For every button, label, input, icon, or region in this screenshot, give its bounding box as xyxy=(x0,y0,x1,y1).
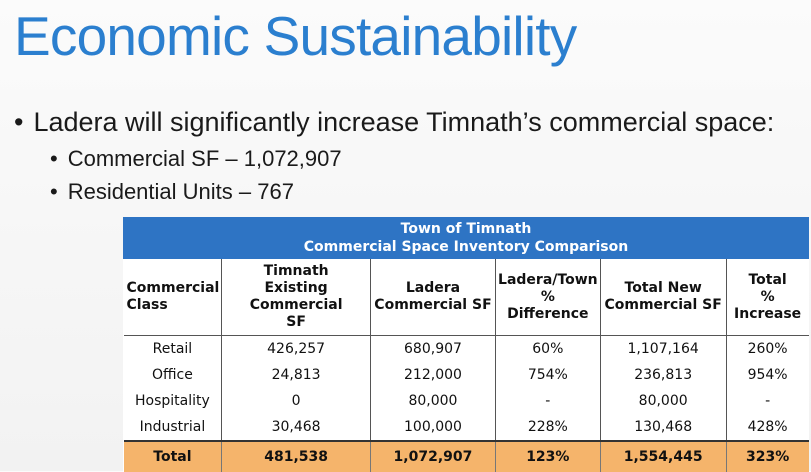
header-line: SF xyxy=(286,314,306,330)
table-cell: 428% xyxy=(726,414,809,441)
table-header-row: Commercial Class Timnath Existing Commer… xyxy=(123,258,809,336)
table-cell: 260% xyxy=(726,335,809,362)
table-cell: 80,000 xyxy=(600,388,727,414)
header-line: Ladera xyxy=(405,280,461,296)
table-cell: 212,000 xyxy=(370,362,497,388)
table-title-row: Town of Timnath Commercial Space Invento… xyxy=(123,217,809,259)
total-cell: 481,538 xyxy=(221,440,371,472)
sub-bullet: • Commercial SF – 1,072,907 xyxy=(50,146,342,172)
table-cell: 680,907 xyxy=(370,335,497,362)
table-cell: - xyxy=(726,388,809,414)
total-cell: 1,554,445 xyxy=(600,440,727,472)
table-cell: Industrial xyxy=(123,414,223,441)
sub-bullet-text: Residential Units – 767 xyxy=(67,179,294,204)
total-cell: 1,072,907 xyxy=(370,440,497,472)
table-title: Town of Timnath Commercial Space Invento… xyxy=(123,217,809,259)
table-row: Industrial 30,468 100,000 228% 130,468 4… xyxy=(123,414,809,441)
total-cell: 123% xyxy=(495,440,601,472)
table-cell: Hospitality xyxy=(123,388,223,414)
bullet-dot: • xyxy=(14,107,24,137)
table-row: Hospitality 0 80,000 - 80,000 - xyxy=(123,388,809,414)
slide-title: Economic Sustainability xyxy=(14,5,577,67)
main-bullet-text: Ladera will significantly increase Timna… xyxy=(33,107,775,137)
header-line: Timnath xyxy=(263,263,329,279)
table-cell: 236,813 xyxy=(600,362,727,388)
table-cell: 228% xyxy=(495,414,601,441)
sub-bullet: • Residential Units – 767 xyxy=(50,179,294,205)
total-row: Total 481,538 1,072,907 123% 1,554,445 3… xyxy=(123,440,809,472)
table-title-line: Town of Timnath xyxy=(400,221,532,237)
bullet-dot: • xyxy=(50,146,58,171)
header-line: % Difference xyxy=(507,288,589,322)
table-cell: 100,000 xyxy=(370,414,497,441)
header-line: Ladera/Town xyxy=(498,271,598,288)
total-cell: Total xyxy=(123,440,223,472)
column-header: Ladera/Town % Difference xyxy=(495,258,601,336)
bullet-dot: • xyxy=(50,179,58,204)
table-subtitle-line: Commercial Space Inventory Comparison xyxy=(303,239,629,255)
table-cell: 24,813 xyxy=(221,362,371,388)
table-cell: Office xyxy=(123,362,223,388)
table-cell: - xyxy=(495,388,601,414)
column-header: Total % Increase xyxy=(726,258,809,336)
column-header: Commercial Class xyxy=(123,258,223,336)
header-line: Commercial xyxy=(126,280,220,296)
column-header: Timnath Existing Commercial SF xyxy=(221,258,371,336)
table-cell: 954% xyxy=(726,362,809,388)
table-cell: Retail xyxy=(123,335,223,362)
header-line: Total New xyxy=(624,280,702,296)
inventory-table-container: Town of Timnath Commercial Space Invento… xyxy=(123,217,809,472)
header-line: Commercial SF xyxy=(604,297,722,313)
table-cell: 60% xyxy=(495,335,601,362)
table-cell: 80,000 xyxy=(370,388,497,414)
table-row: Office 24,813 212,000 754% 236,813 954% xyxy=(123,362,809,388)
inventory-table: Town of Timnath Commercial Space Invento… xyxy=(123,217,809,472)
table-cell: 754% xyxy=(495,362,601,388)
column-header: Ladera Commercial SF xyxy=(370,258,497,336)
header-line: Increase xyxy=(734,305,802,322)
main-bullet: • Ladera will significantly increase Timn… xyxy=(14,107,774,138)
table-row: Retail 426,257 680,907 60% 1,107,164 260… xyxy=(123,335,809,362)
table-cell: 30,468 xyxy=(221,414,371,441)
table-cell: 0 xyxy=(221,388,371,414)
header-line: Existing Commercial xyxy=(249,280,343,313)
header-line: % xyxy=(760,288,775,305)
sub-bullet-text: Commercial SF – 1,072,907 xyxy=(67,146,342,171)
table-cell: 130,468 xyxy=(600,414,727,441)
total-cell: 323% xyxy=(726,440,809,472)
table-cell: 1,107,164 xyxy=(600,335,727,362)
header-line: Total xyxy=(748,271,787,288)
column-header: Total New Commercial SF xyxy=(600,258,727,336)
header-line: Class xyxy=(126,297,168,313)
header-line: Commercial SF xyxy=(374,297,492,313)
table-cell: 426,257 xyxy=(221,335,371,362)
